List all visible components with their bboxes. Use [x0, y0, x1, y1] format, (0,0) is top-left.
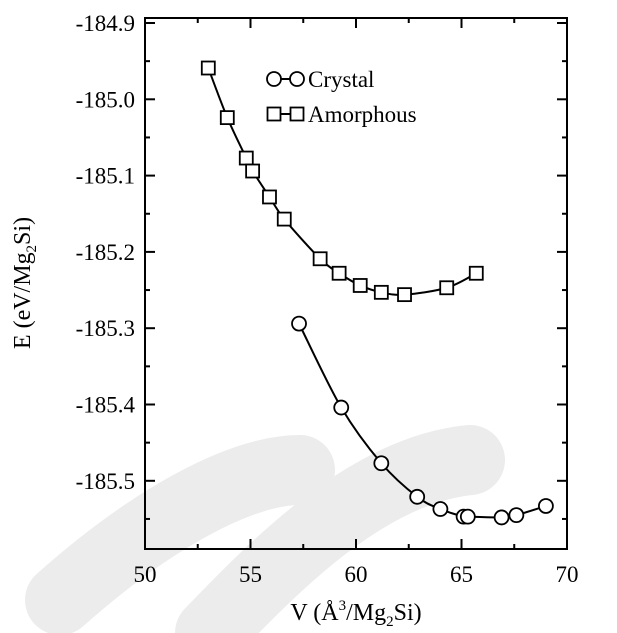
- x-tick-label: 65: [450, 562, 473, 587]
- data-point: [538, 498, 554, 514]
- legend-marker: [289, 71, 305, 87]
- legend-crystal-symbol: [266, 71, 305, 87]
- x-axis-label: V (Å3/Mg2Si): [290, 598, 421, 630]
- x-tick-label: 70: [556, 562, 579, 587]
- axis-ticks: [144, 18, 568, 549]
- y-tick-label: -185.3: [76, 316, 135, 341]
- y-tick-label: -184.9: [76, 11, 135, 36]
- data-point: [219, 110, 235, 126]
- x-tick-labels: 50 55 60 65 70: [134, 562, 579, 587]
- data-point: [432, 501, 449, 517]
- y-axis-label: E (eV/Mg2Si): [10, 217, 40, 349]
- legend-marker: [266, 71, 282, 87]
- series-amorphous: [200, 60, 484, 303]
- data-point: [352, 278, 368, 293]
- data-point: [493, 509, 510, 526]
- y-tick-label: -185.0: [76, 87, 135, 112]
- data-point: [200, 60, 216, 76]
- data-point: [373, 455, 390, 472]
- data-point: [262, 189, 277, 205]
- data-point: [373, 284, 389, 300]
- x-tick-label: 55: [239, 562, 262, 587]
- legend-amorphous-symbol: [266, 106, 305, 122]
- watermark: [25, 425, 505, 633]
- legend-marker: [289, 106, 305, 122]
- data-point: [397, 287, 412, 303]
- y-tick-label: -185.4: [76, 393, 136, 418]
- data-point: [291, 315, 307, 332]
- x-tick-label: 50: [134, 562, 157, 587]
- data-point: [508, 507, 525, 524]
- data-point: [331, 265, 347, 281]
- data-point: [439, 280, 455, 296]
- data-point: [245, 163, 261, 179]
- y-tick-label: -185.2: [76, 240, 135, 265]
- series-crystal: [291, 315, 554, 526]
- data-point: [238, 150, 254, 166]
- series-layer: [200, 60, 554, 526]
- y-tick-label: -185.5: [76, 469, 135, 494]
- data-point: [276, 211, 292, 227]
- x-tick-label: 60: [345, 562, 368, 587]
- y-tick-label: -185.1: [76, 164, 135, 189]
- legend-crystal-label: Crystal: [308, 67, 374, 92]
- data-point: [312, 251, 328, 267]
- data-point: [333, 399, 350, 416]
- data-point: [459, 508, 476, 525]
- data-point: [409, 488, 426, 505]
- legend-marker: [266, 106, 282, 122]
- data-point: [468, 265, 484, 281]
- legend: Crystal Amorphous: [266, 67, 417, 127]
- legend-amorphous-label: Amorphous: [308, 102, 417, 127]
- y-tick-labels: -184.9 -185.0 -185.1 -185.2 -185.3 -185.4 -185…: [76, 11, 136, 494]
